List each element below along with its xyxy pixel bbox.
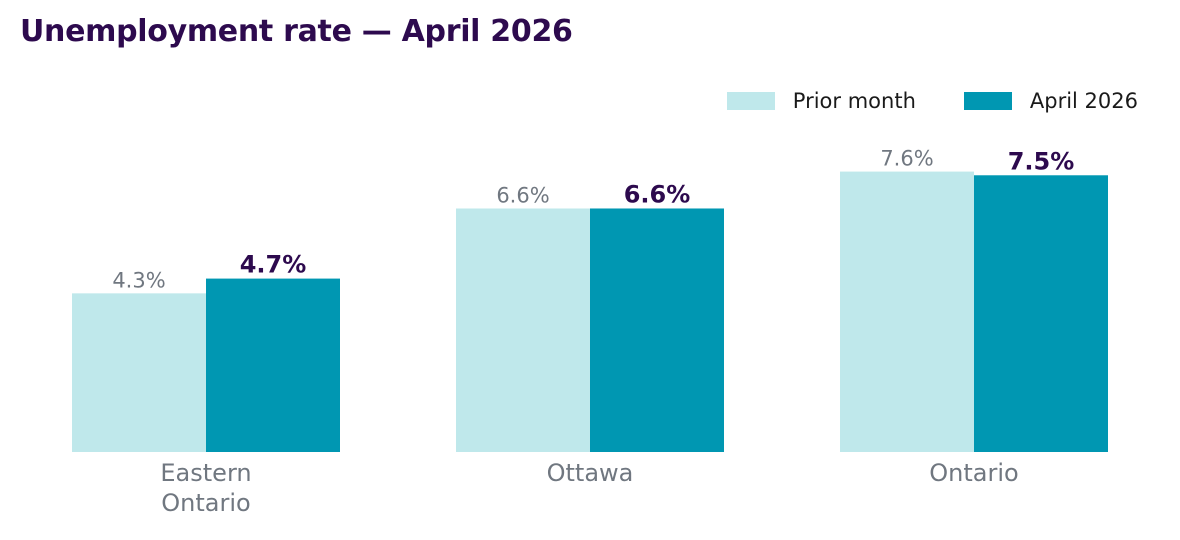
bar-ottawa-prior-month (456, 208, 590, 452)
bar-ontario-april-2026 (974, 175, 1108, 452)
legend-label-prior-month: Prior month (792, 89, 916, 113)
bar-eastern-ontario-april-2026 (206, 278, 340, 452)
category-label-ottawa: Ottawa (547, 459, 634, 487)
category-label-ontario: Ontario (929, 459, 1018, 487)
chart-title: Unemployment rate — April 2026 (20, 14, 573, 49)
legend-label-april-2026: April 2026 (1029, 89, 1138, 113)
value-label-ottawa-april-2026: 6.6% (624, 180, 691, 208)
value-label-eastern-ontario-april-2026: 4.7% (240, 251, 307, 279)
legend-swatch-april-2026 (963, 92, 1012, 110)
bar-ontario-prior-month (840, 171, 974, 452)
value-label-ontario-april-2026: 7.5% (1008, 147, 1075, 175)
legend-item-prior-month: Prior month (726, 89, 916, 113)
legend: Prior month April 2026 (679, 89, 1138, 113)
legend-item-april-2026: April 2026 (963, 89, 1138, 113)
value-label-eastern-ontario-prior-month: 4.3% (112, 268, 165, 292)
value-label-ottawa-prior-month: 6.6% (496, 183, 549, 207)
value-label-ontario-prior-month: 7.6% (880, 147, 933, 171)
bar-ottawa-april-2026 (590, 208, 724, 452)
category-label-eastern-ontario: Eastern Ontario (160, 459, 251, 517)
bar-eastern-ontario-prior-month (72, 293, 206, 452)
legend-swatch-prior-month (726, 92, 775, 110)
